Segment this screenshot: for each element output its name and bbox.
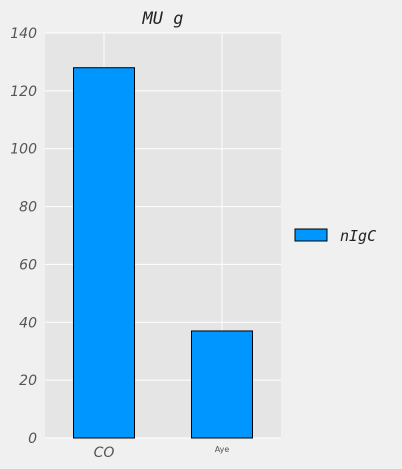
x-tick-label-aye: Aye — [215, 445, 230, 454]
y-tick-label: 120 — [10, 84, 37, 100]
y-axis-ticks: 0 20 40 60 80 100 120 140 — [10, 26, 37, 447]
x-tick-label-co: CO — [94, 445, 115, 461]
legend-swatch-nigc — [294, 228, 328, 242]
legend: nIgC — [294, 227, 376, 245]
bars — [73, 67, 253, 439]
bar-aye — [191, 330, 253, 439]
chart-title: MU g — [142, 9, 184, 29]
y-tick-label: 20 — [19, 373, 37, 389]
x-axis-ticks: CO Aye — [94, 445, 230, 461]
y-tick-label: 0 — [28, 431, 37, 447]
y-tick-label: 140 — [10, 26, 37, 42]
legend-label-nigc: nIgC — [340, 227, 376, 245]
y-tick-label: 80 — [19, 200, 37, 216]
y-tick-label: 60 — [19, 257, 37, 273]
bar-co — [73, 67, 135, 439]
y-tick-label: 40 — [19, 315, 37, 331]
y-tick-label: 100 — [10, 142, 37, 158]
